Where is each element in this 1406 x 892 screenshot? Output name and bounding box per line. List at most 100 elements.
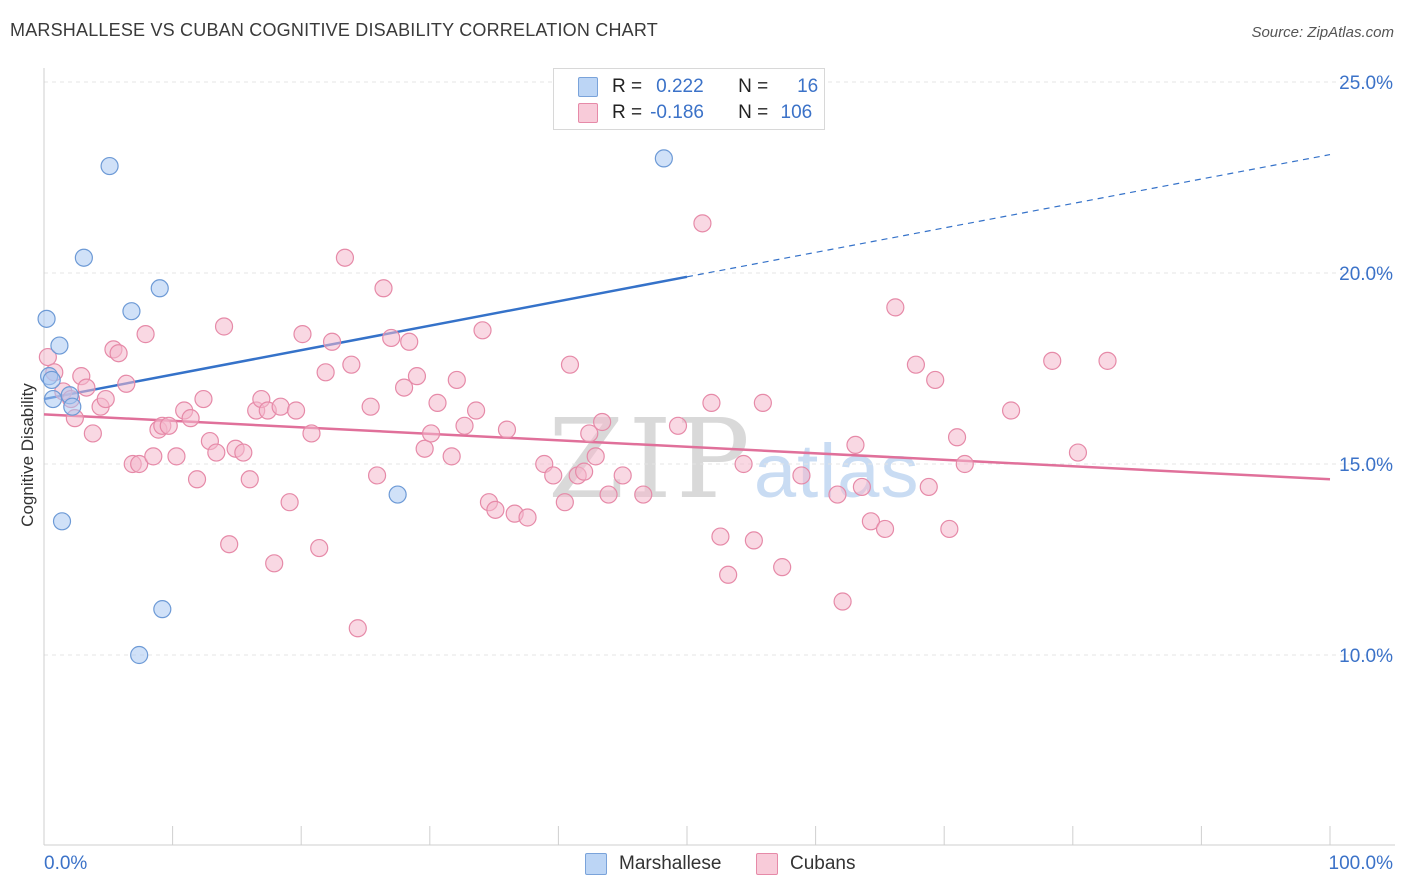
data-point	[144, 447, 163, 466]
data-point	[634, 485, 653, 504]
data-point	[150, 279, 169, 298]
data-point	[875, 519, 895, 539]
data-point	[400, 332, 419, 351]
data-point	[37, 309, 56, 328]
data-point	[234, 443, 253, 462]
legend-r-value: -0.186	[650, 102, 704, 123]
data-point	[586, 447, 605, 466]
data-point	[575, 462, 594, 481]
data-point	[271, 397, 290, 416]
data-point	[394, 378, 414, 397]
data-point	[734, 454, 753, 474]
data-point	[668, 416, 688, 435]
data-point	[38, 347, 57, 367]
data-points	[37, 149, 1117, 665]
data-point	[286, 401, 306, 420]
data-point	[421, 424, 441, 443]
data-point	[109, 344, 128, 363]
data-point	[52, 512, 72, 531]
data-point	[407, 367, 427, 386]
data-point	[388, 485, 407, 504]
legend-r-label: R =	[612, 102, 643, 123]
data-point	[693, 214, 712, 233]
data-point	[100, 156, 119, 176]
data-point	[593, 412, 612, 432]
y-tick-label: 20.0%	[1339, 264, 1393, 285]
data-point	[302, 424, 321, 443]
data-point	[792, 466, 811, 485]
data-point	[265, 554, 284, 573]
legend-n-label: N =	[738, 102, 769, 123]
data-point	[194, 389, 213, 409]
data-point	[382, 328, 401, 348]
bottom-swatch-marshallese	[585, 853, 607, 875]
trend-lines	[43, 153, 1331, 481]
data-point	[240, 470, 259, 489]
data-point	[63, 397, 82, 416]
legend-swatch-marshallese	[578, 77, 598, 97]
data-point	[181, 409, 200, 428]
data-point	[167, 447, 186, 466]
data-point	[926, 370, 945, 390]
legend-n-value: 106	[780, 102, 813, 123]
y-tick-label: 15.0%	[1339, 455, 1393, 476]
data-point	[599, 485, 618, 504]
data-point	[955, 454, 974, 474]
data-point	[1068, 443, 1088, 462]
data-point	[1098, 351, 1117, 370]
data-point	[96, 389, 115, 409]
data-point	[442, 447, 461, 466]
data-point	[555, 493, 574, 512]
data-point	[310, 538, 329, 558]
data-point	[43, 389, 63, 409]
data-point	[861, 512, 880, 531]
data-point	[415, 439, 434, 458]
data-point	[220, 535, 239, 554]
data-point	[773, 558, 792, 577]
trend-line-marshallese	[43, 275, 688, 401]
data-point	[280, 493, 299, 512]
series-marshallese	[37, 149, 673, 665]
x-tick-label: 100.0%	[1329, 853, 1394, 874]
data-point	[1043, 351, 1062, 370]
bottom-swatch-cubans	[756, 853, 778, 875]
y-tick-label: 25.0%	[1339, 73, 1393, 94]
data-point	[42, 370, 61, 390]
data-point	[940, 519, 959, 539]
data-point	[187, 470, 207, 489]
data-point	[711, 527, 730, 546]
data-point	[316, 363, 335, 382]
data-point	[719, 565, 738, 584]
legend-n-label: N =	[738, 76, 769, 97]
data-point	[130, 454, 149, 474]
data-point	[348, 619, 367, 638]
data-point	[455, 416, 474, 435]
correlation-legend: R = 0.222 N = 16 R = -0.186 N = 106	[553, 68, 825, 130]
data-point	[293, 325, 312, 344]
data-point	[374, 279, 393, 298]
data-point	[77, 378, 96, 397]
data-point	[654, 149, 673, 168]
data-point	[833, 592, 852, 611]
data-point	[947, 428, 967, 447]
data-point	[83, 424, 102, 443]
data-point	[207, 443, 226, 462]
series-cubans	[38, 214, 1117, 638]
data-point	[361, 397, 380, 416]
data-point	[428, 393, 447, 412]
data-point	[322, 332, 342, 351]
data-point	[117, 374, 136, 393]
data-point	[613, 466, 632, 485]
data-point	[335, 248, 355, 267]
y-axis-title: Cognitive Disability	[18, 383, 37, 527]
bottom-legend-label: Marshallese	[619, 853, 722, 874]
data-point	[447, 370, 466, 390]
data-point	[753, 393, 772, 412]
data-point	[1001, 401, 1021, 420]
data-point	[744, 531, 763, 550]
data-point	[544, 466, 563, 485]
data-point	[828, 485, 847, 504]
data-point	[846, 435, 865, 454]
chart-title: MARSHALLESE VS CUBAN COGNITIVE DISABILIT…	[10, 20, 658, 40]
data-point	[214, 317, 234, 336]
